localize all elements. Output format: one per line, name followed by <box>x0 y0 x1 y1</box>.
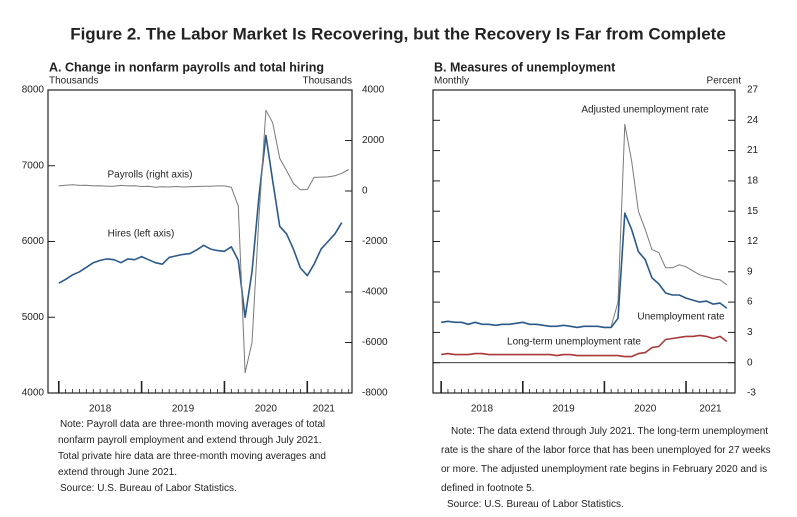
y-tick-label: 8000 <box>22 85 45 96</box>
y2-tick-label: -8000 <box>362 388 388 399</box>
panel-title: A. Change in nonfarm payrolls and total … <box>49 60 324 74</box>
note-a: Note: Payroll data are three-month movin… <box>58 417 344 497</box>
y2-axis-label: Thousands <box>303 76 352 87</box>
y-tick-label: 3 <box>747 327 753 338</box>
x-tick-label: 2019 <box>172 404 195 415</box>
x-tick-label: 2020 <box>634 404 657 415</box>
x-tick-label: 2018 <box>89 404 112 415</box>
y-tick-label: -3 <box>747 388 756 399</box>
y-tick-label: 7000 <box>22 160 45 171</box>
note-text: Note: Payroll data are three-month movin… <box>58 419 326 478</box>
x-tick-label: 2018 <box>471 404 494 415</box>
source-text: Source: U.S. Bureau of Labor Statistics. <box>60 483 237 494</box>
series-label: Hires (left axis) <box>108 229 175 240</box>
y2-tick-label: -4000 <box>362 287 388 298</box>
y-tick-label: 6000 <box>22 236 45 247</box>
series-label: Unemployment rate <box>637 312 725 323</box>
series-label: Payrolls (right axis) <box>107 170 192 181</box>
y-tick-label: 5000 <box>22 312 45 323</box>
y-tick-label: 6 <box>747 297 753 308</box>
y-axis-label: Percent <box>707 76 742 87</box>
series-line <box>441 212 728 329</box>
figure-title: Figure 2. The Labor Market Is Recovering… <box>70 24 726 43</box>
y-tick-label: 24 <box>747 115 759 126</box>
series-label: Adjusted unemployment rate <box>581 105 709 116</box>
note-text: Note: The data extend through July 2021.… <box>441 426 771 494</box>
y-tick-label: 27 <box>747 85 759 96</box>
y2-tick-label: -6000 <box>362 337 388 348</box>
panel-title: B. Measures of unemployment <box>434 60 616 74</box>
series-line <box>610 123 728 327</box>
y-tick-label: 9 <box>747 266 753 277</box>
y2-tick-label: 0 <box>362 186 368 197</box>
y-tick-label: 15 <box>747 206 759 217</box>
y-tick-label: 12 <box>747 236 759 247</box>
x-tick-label: 2019 <box>552 404 575 415</box>
series-label: Long-term unemployment rate <box>507 337 641 348</box>
series-line <box>58 109 349 374</box>
note-b: Note: The data extend through July 2021.… <box>441 422 781 512</box>
x-tick-label: 2021 <box>313 404 336 415</box>
plot-frame <box>47 89 353 394</box>
y-tick-label: 0 <box>747 357 753 368</box>
y-tick-label: 4000 <box>22 388 45 399</box>
x-tick-label: 2020 <box>255 404 278 415</box>
x-tick-label: 2021 <box>699 404 722 415</box>
y-tick-label: 18 <box>747 176 759 187</box>
x-axis-label: Monthly <box>434 76 469 87</box>
y2-tick-label: -2000 <box>362 236 388 247</box>
series-line <box>58 134 343 319</box>
y-axis-label: Thousands <box>49 76 98 87</box>
y2-tick-label: 2000 <box>362 135 385 146</box>
source-text: Source: U.S. Bureau of Labor Statistics. <box>447 499 624 510</box>
y2-tick-label: 4000 <box>362 85 385 96</box>
series-line <box>441 334 728 358</box>
y-tick-label: 21 <box>747 145 759 156</box>
